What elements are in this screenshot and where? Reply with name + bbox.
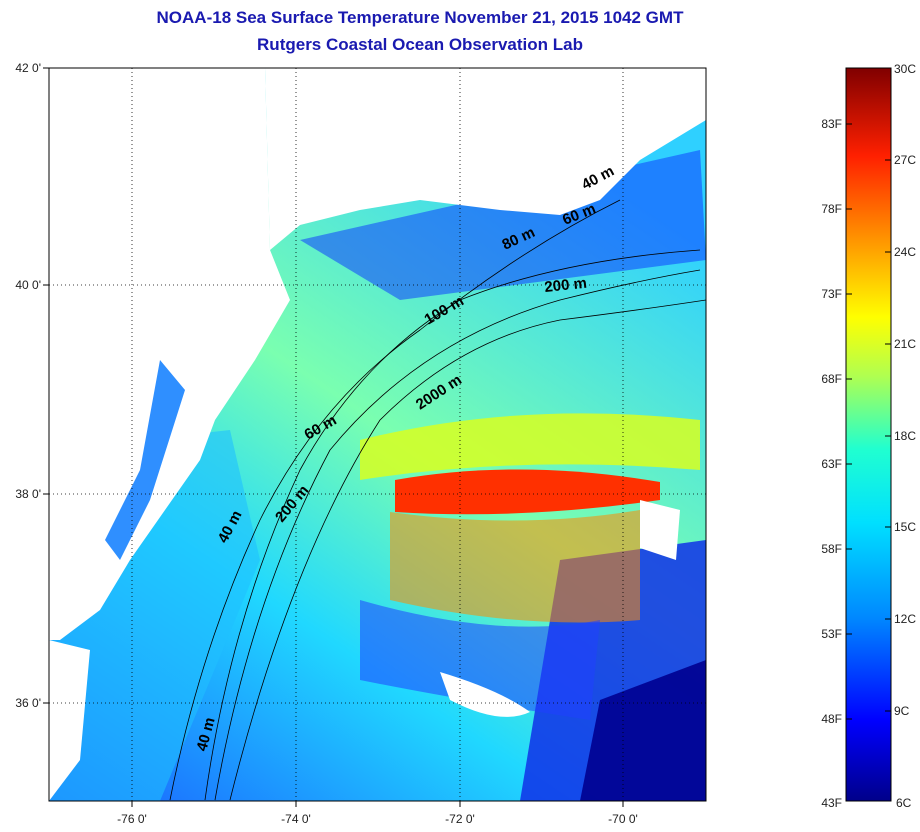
lat-label: 38 0'	[15, 487, 41, 501]
colorbar-c-label: 6C	[896, 796, 912, 810]
colorbar	[845, 67, 892, 802]
colorbar-c-label: 27C	[894, 153, 916, 167]
map-frame-border	[48, 67, 707, 802]
colorbar-f-label: 48F	[821, 712, 842, 726]
colorbar-c-label: 30C	[894, 62, 916, 76]
axis-ticks	[43, 67, 624, 807]
graticule	[49, 68, 706, 801]
lat-label: 42 0'	[15, 61, 41, 75]
chart-subtitle: Rutgers Coastal Ocean Observation Lab	[257, 35, 583, 54]
lon-label: -76 0'	[117, 812, 147, 826]
colorbar-ticks	[846, 123, 891, 720]
colorbar-c-label: 24C	[894, 245, 916, 259]
chart-title: NOAA-18 Sea Surface Temperature November…	[156, 8, 684, 27]
lon-label: -74 0'	[281, 812, 311, 826]
colorbar-f-label: 63F	[821, 457, 842, 471]
lon-label: -70 0'	[608, 812, 638, 826]
lon-label: -72 0'	[445, 812, 475, 826]
colorbar-c-label: 15C	[894, 520, 916, 534]
colorbar-f-label: 58F	[821, 542, 842, 556]
colorbar-f-label: 68F	[821, 372, 842, 386]
colorbar-f-label: 43F	[821, 796, 842, 810]
colorbar-c-label: 9C	[894, 704, 910, 718]
colorbar-c-label: 12C	[894, 612, 916, 626]
colorbar-c-label: 18C	[894, 429, 916, 443]
colorbar-f-label: 78F	[821, 202, 842, 216]
sst-image	[49, 68, 706, 801]
lat-label: 36 0'	[15, 696, 41, 710]
isobath-label: 200 m	[544, 275, 588, 296]
lat-label: 40 0'	[15, 278, 41, 292]
colorbar-f-label: 73F	[821, 287, 842, 301]
colorbar-f-label: 83F	[821, 117, 842, 131]
colorbar-c-label: 21C	[894, 337, 916, 351]
colorbar-f-label: 53F	[821, 627, 842, 641]
